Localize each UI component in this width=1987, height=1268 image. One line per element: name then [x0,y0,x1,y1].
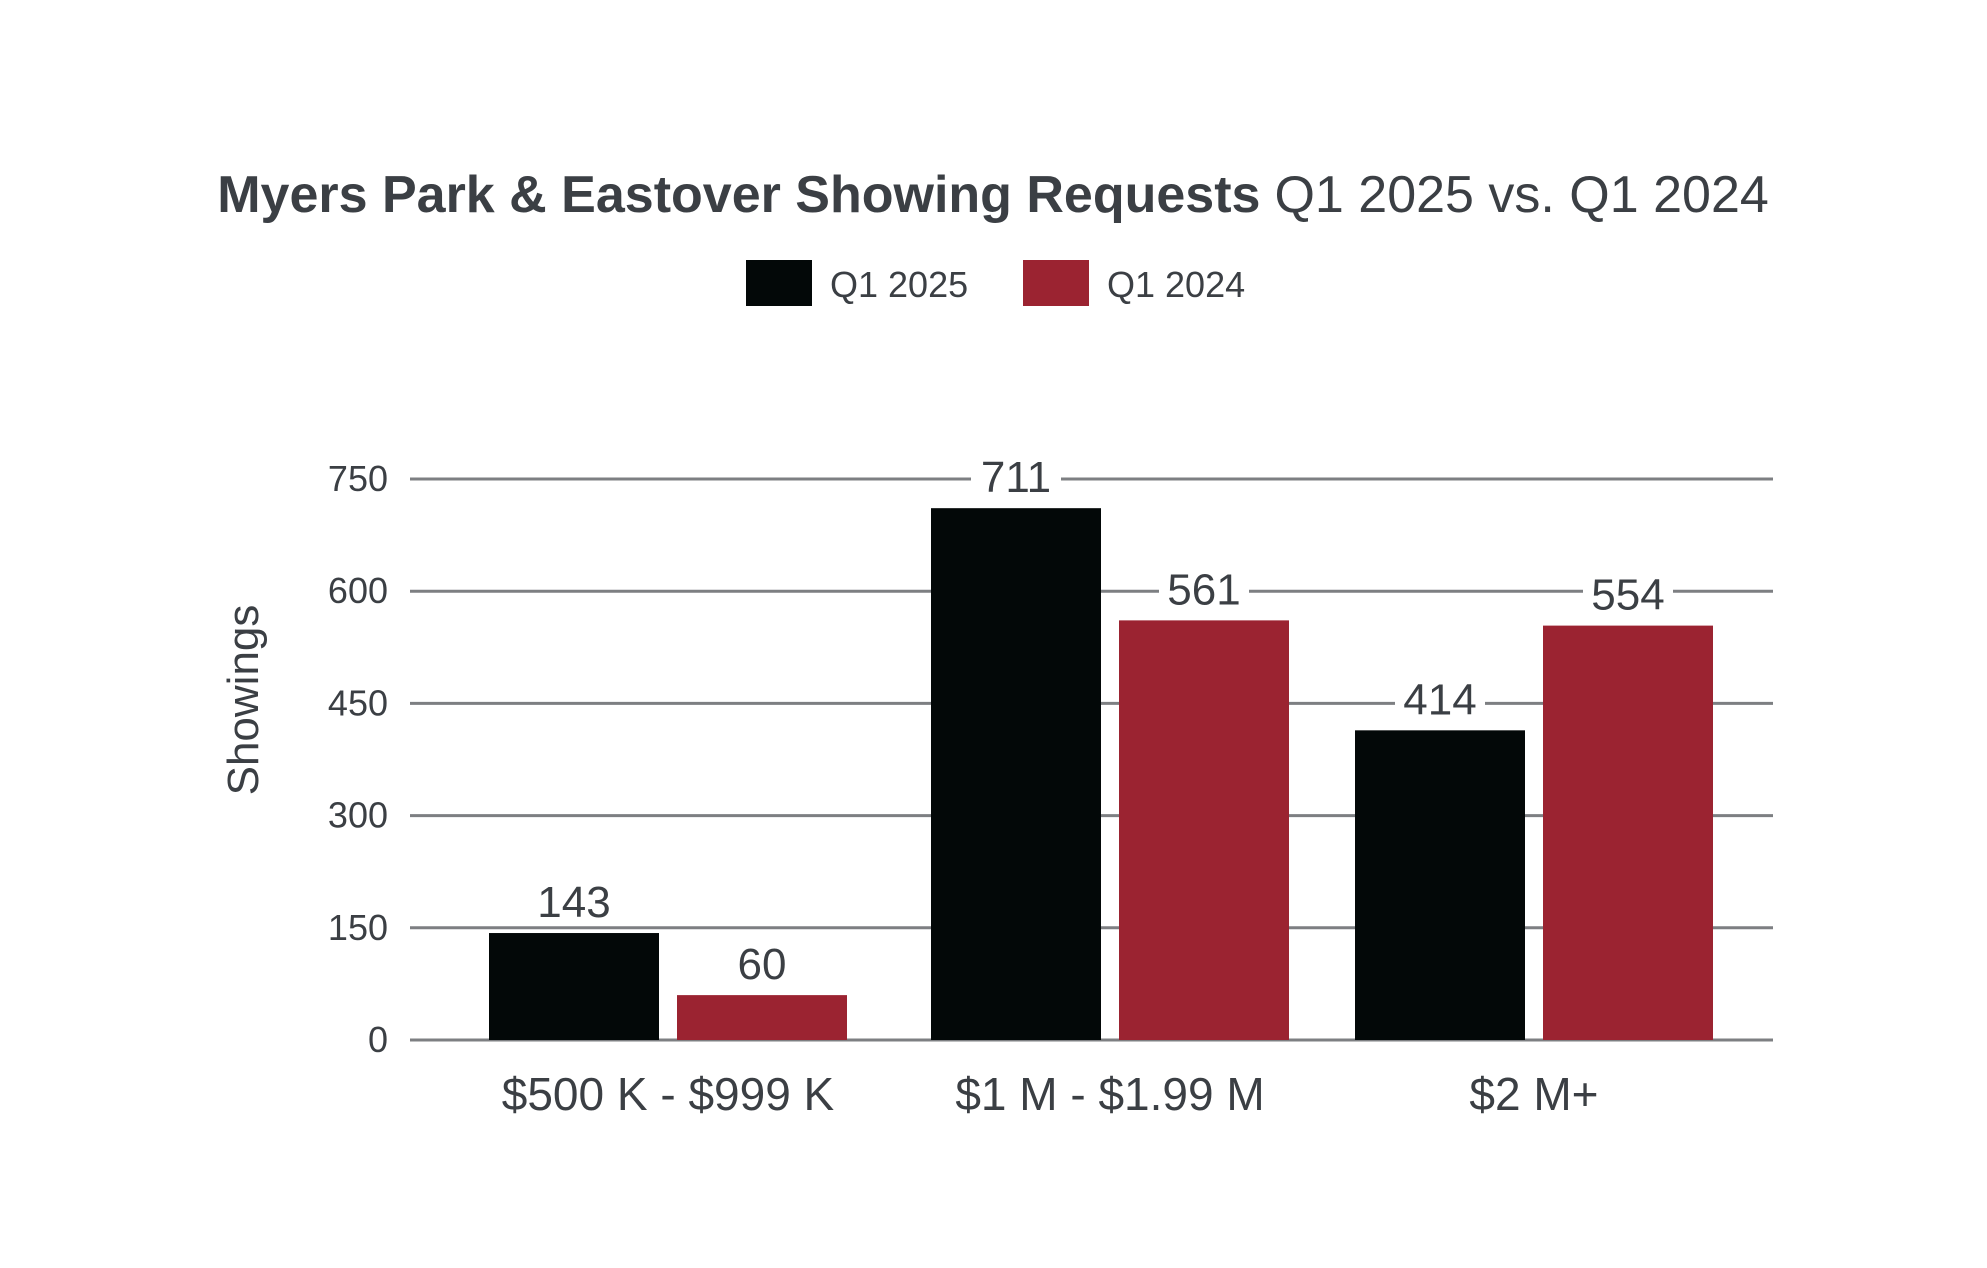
bar-q1-2024-2 [1119,620,1289,1040]
y-tick-label: 150 [328,907,388,948]
bar-q1-2025-1 [489,933,659,1040]
value-label-backdrop [529,879,619,926]
bars [489,508,1713,1040]
value-label-backdrop [1395,676,1485,723]
value-label-backdrop [971,454,1061,501]
value-label: 60 [738,940,787,989]
y-tick-label: 0 [368,1019,388,1060]
legend-swatch [746,260,812,306]
legend-swatch [1023,260,1089,306]
chart-title: Myers Park & Eastover Showing Requests Q1… [217,166,1769,224]
chart-title-main: Myers Park & Eastover Showing Requests [217,166,1260,224]
y-tick-label: 450 [328,682,388,723]
value-label-backdrop [717,941,807,988]
value-label-backdrop [1159,566,1249,613]
value-label: 554 [1591,571,1664,620]
legend-label: Q1 2025 [830,264,968,305]
x-ticks: $500 K - $999 K $1 M - $1.99 M $2 M+ [502,1068,1599,1120]
legend-label: Q1 2024 [1107,264,1245,305]
value-label: 414 [1403,675,1476,724]
bar-q1-2025-2 [931,508,1101,1040]
y-tick-label: 300 [328,795,388,836]
value-label: 561 [1167,565,1240,614]
y-axis-label: Showings [219,605,268,796]
x-tick-label: $2 M+ [1469,1068,1598,1120]
value-label: 711 [981,453,1051,502]
value-label: 143 [537,878,610,927]
value-label-backdrop [1583,571,1673,618]
y-tick-label: 750 [328,458,388,499]
x-tick-label: $1 M - $1.99 M [955,1068,1264,1120]
y-ticks: 0 150 300 450 600 750 [328,458,388,1060]
bar-q1-2024-1 [677,995,847,1040]
bar-q1-2024-3 [1543,625,1713,1040]
legend-item-q1-2024: Q1 2024 [1023,260,1245,306]
y-tick-label: 600 [328,570,388,611]
x-tick-label: $500 K - $999 K [502,1068,835,1120]
bar-q1-2025-3 [1355,730,1525,1040]
chart-subtitle: Q1 2025 vs. Q1 2024 [1274,166,1768,224]
value-labels: 143 711 414 60 561 554 [529,453,1673,989]
legend: Q1 2025 Q1 2024 [746,260,1245,306]
legend-item-q1-2025: Q1 2025 [746,260,968,306]
